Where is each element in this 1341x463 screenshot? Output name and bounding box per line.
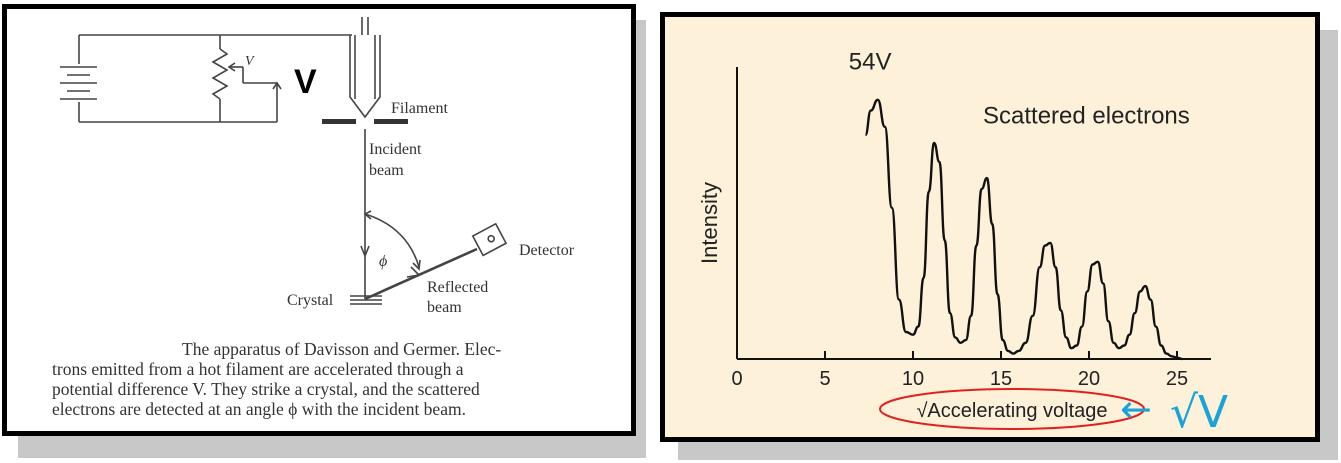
incident-beam-label-line2: beam — [369, 162, 404, 179]
angle-label: ϕ — [379, 253, 387, 270]
caption-line: trons emitted from a hot filament are ac… — [52, 359, 464, 379]
caption-line: The apparatus of Davisson and Germer. El… — [182, 339, 502, 359]
x-axis-label: √Accelerating voltage — [916, 400, 1107, 422]
series-line-scattered — [864, 98, 1183, 361]
x-tick-label: 25 — [1166, 368, 1188, 390]
x-tick-label: 15 — [990, 368, 1012, 390]
x-tick-label: 20 — [1078, 368, 1100, 390]
resistor-icon — [211, 35, 282, 122]
anode-plate-left — [322, 119, 356, 124]
crystal-label: Crystal — [287, 292, 334, 309]
apparatus-diagram: V V Filament Incident beam ϕ Detector Cr… — [60, 17, 575, 316]
filament-tube-icon — [349, 17, 381, 119]
detector-icon — [471, 222, 508, 257]
detector-label: Detector — [519, 242, 575, 259]
voltage-label-big: V — [294, 63, 317, 101]
peak-annotation-54v: 54V — [849, 49, 892, 76]
voltage-label-small: V — [245, 54, 255, 69]
apparatus-panel: V V Filament Incident beam ϕ Detector Cr… — [2, 4, 636, 436]
reflected-beam-label-line1: Reflected — [427, 279, 488, 296]
handwritten-arrow-icon: ← — [1120, 387, 1152, 431]
caption-line: potential difference V. They strike a cr… — [52, 379, 480, 399]
caption-line: electrons are detected at an angle ϕ wit… — [52, 399, 466, 419]
incident-beam-label-line1: Incident — [369, 141, 422, 158]
angle-arc — [364, 213, 420, 268]
scattering-chart: 0 5 10 15 20 25 Intensity 54V Scattered elect… — [697, 49, 1228, 439]
xlabel-circle — [879, 388, 1145, 430]
reflected-beam-label-line2: beam — [427, 299, 462, 316]
handwritten-sqrt-v: √V — [1170, 387, 1228, 438]
x-tick-label: 5 — [819, 368, 830, 390]
chart-panel: 0 5 10 15 20 25 Intensity 54V Scattered elect… — [660, 12, 1320, 442]
filament-label: Filament — [391, 100, 448, 117]
anode-plate-right — [374, 119, 408, 124]
crystal-icon — [350, 295, 382, 305]
reflected-beam-line — [364, 247, 478, 301]
battery-icon — [60, 35, 97, 122]
y-axis-label: Intensity — [697, 182, 722, 264]
apparatus-caption: The apparatus of Davisson and Germer. El… — [52, 339, 622, 419]
curve-annotation-scattered: Scattered electrons — [983, 103, 1190, 130]
x-tick-label: 10 — [902, 368, 924, 390]
x-tick-label: 0 — [731, 368, 742, 390]
